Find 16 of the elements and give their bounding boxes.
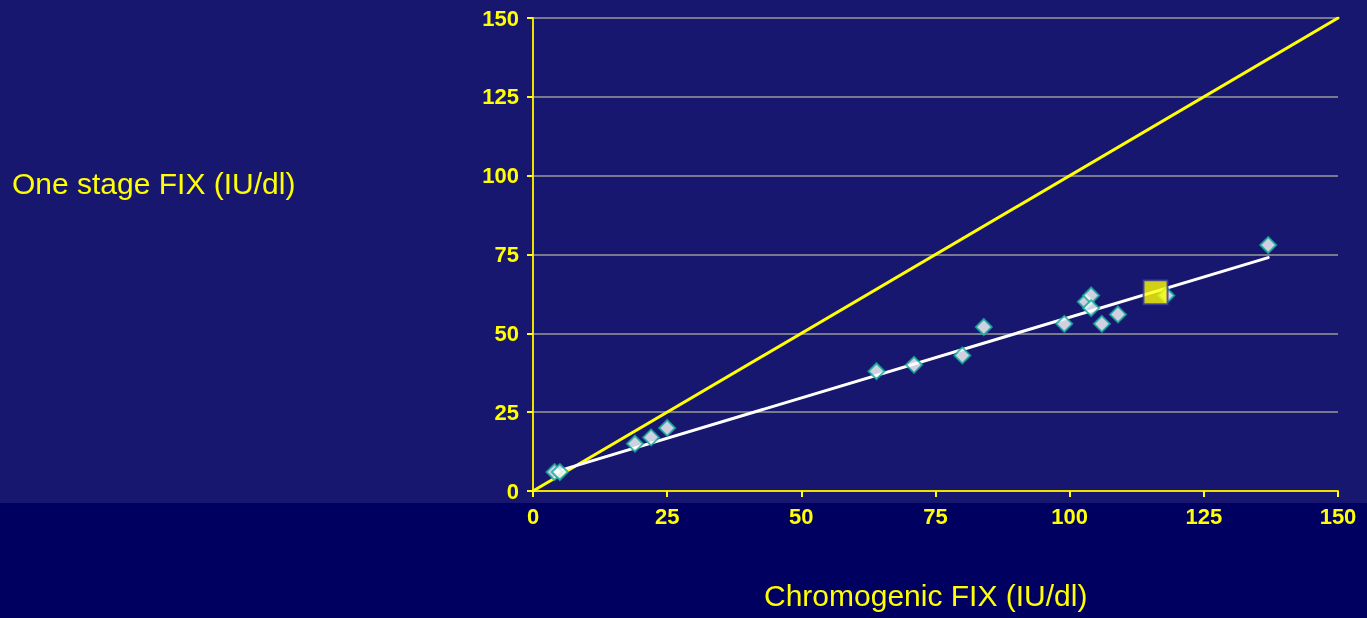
x-tick-label: 50	[789, 503, 814, 529]
y-tick-label: 100	[482, 163, 519, 189]
x-tick-label: 100	[1051, 503, 1089, 529]
y-tick-label: 0	[506, 478, 519, 504]
x-tick-label: 125	[1185, 503, 1223, 529]
text: One stage FIX (IU/dl)	[12, 166, 296, 200]
y-tick-label: 25	[494, 399, 519, 425]
x-tick-label: 0	[526, 503, 540, 529]
y-tick-label: 150	[482, 5, 519, 31]
y-tick-label: 125	[482, 84, 519, 110]
x-tick-label: 25	[654, 503, 680, 529]
y-tick-label: 50	[494, 320, 519, 346]
x-tick-label: 150	[1319, 503, 1357, 529]
x-axis-title: Chromogenic FIX (IU/dl)	[764, 578, 1088, 612]
x-tick-label: 75	[923, 503, 948, 529]
y-tick-label: 75	[494, 242, 519, 267]
